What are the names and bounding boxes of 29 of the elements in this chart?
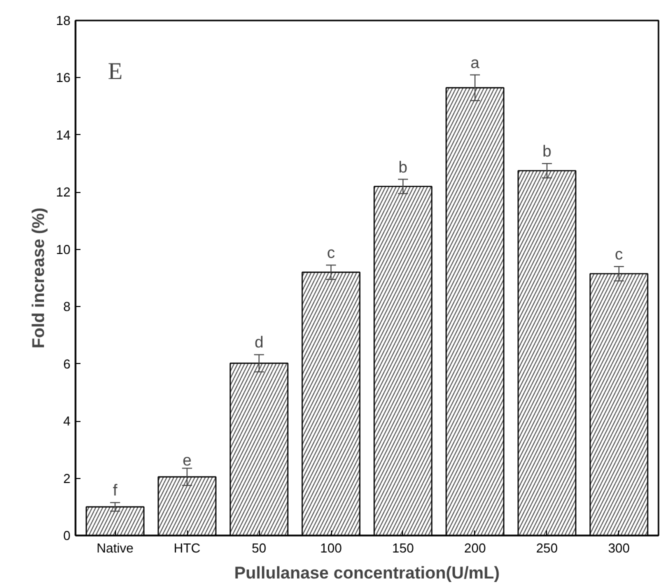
x-tick-label: 200 — [464, 540, 486, 556]
x-tick-label: 50 — [252, 540, 266, 556]
annotation: d — [254, 334, 264, 352]
y-axis-title: Fold increase (%) — [29, 208, 48, 348]
x-tick-label: 250 — [536, 540, 558, 556]
y-tick-label: 8 — [63, 299, 71, 314]
x-axis-title: Pullulanase concentration(U/mL) — [234, 564, 500, 582]
y-tick-label: 14 — [56, 127, 71, 142]
annotation: e — [182, 452, 192, 470]
y-tick-label: 16 — [56, 70, 71, 86]
x-tick-label: 300 — [608, 540, 630, 556]
x-tick-label: Native — [96, 540, 134, 556]
annotation: b — [398, 159, 408, 176]
annotation: E — [108, 59, 123, 85]
y-tick-label: 2 — [63, 470, 71, 486]
y-tick-label: 4 — [63, 414, 71, 429]
annotation: c — [327, 245, 336, 262]
x-tick-label: 100 — [320, 540, 342, 556]
y-tick-label: 6 — [63, 356, 71, 372]
y-tick-label: 0 — [63, 528, 71, 543]
y-tick-label: 12 — [56, 184, 71, 200]
annotation: b — [542, 144, 552, 161]
y-tick-label: 18 — [56, 13, 71, 28]
x-tick-label: HTC — [174, 540, 200, 556]
y-tick-label: 10 — [56, 242, 71, 257]
x-tick-label: 150 — [392, 540, 414, 556]
annotation: f — [112, 482, 118, 500]
annotation: c — [614, 246, 623, 264]
annotation: a — [470, 54, 480, 72]
